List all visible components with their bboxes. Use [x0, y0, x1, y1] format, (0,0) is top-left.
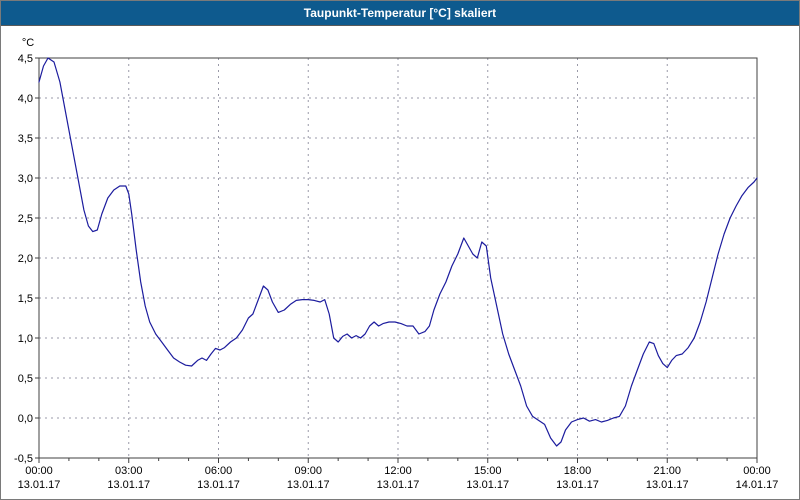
svg-text:2,5: 2,5 [18, 213, 33, 225]
svg-text:4,0: 4,0 [18, 93, 33, 105]
svg-text:2,0: 2,0 [18, 253, 33, 265]
svg-text:13.01.17: 13.01.17 [556, 479, 599, 491]
svg-text:13.01.17: 13.01.17 [197, 479, 240, 491]
svg-text:18:00: 18:00 [564, 465, 592, 477]
window-title: Taupunkt-Temperatur [°C] skaliert [303, 6, 497, 20]
svg-text:4,5: 4,5 [18, 53, 33, 65]
svg-text:°C: °C [22, 37, 34, 49]
svg-text:1,5: 1,5 [18, 293, 33, 305]
svg-text:3,0: 3,0 [18, 173, 33, 185]
svg-text:13.01.17: 13.01.17 [646, 479, 689, 491]
svg-text:-0,5: -0,5 [14, 453, 33, 465]
svg-text:09:00: 09:00 [294, 465, 322, 477]
svg-text:06:00: 06:00 [205, 465, 233, 477]
svg-text:15:00: 15:00 [474, 465, 502, 477]
svg-text:13.01.17: 13.01.17 [377, 479, 420, 491]
svg-text:00:00: 00:00 [743, 465, 771, 477]
svg-text:0,5: 0,5 [18, 373, 33, 385]
svg-text:1,0: 1,0 [18, 333, 33, 345]
svg-text:14.01.17: 14.01.17 [736, 479, 779, 491]
chart-area: 4,5 4,0 3,5 3,0 2,5 2,0 1,5 1,0 0,5 0,0 -0,5 00:00 1… [1, 26, 799, 499]
title-bar: Taupunkt-Temperatur [°C] skaliert [1, 1, 799, 26]
svg-text:13.01.17: 13.01.17 [18, 479, 61, 491]
svg-text:13.01.17: 13.01.17 [107, 479, 150, 491]
svg-text:0,0: 0,0 [18, 413, 33, 425]
svg-text:00:00: 00:00 [25, 465, 53, 477]
svg-text:12:00: 12:00 [384, 465, 412, 477]
svg-text:21:00: 21:00 [653, 465, 681, 477]
svg-text:13.01.17: 13.01.17 [466, 479, 509, 491]
svg-text:13.01.17: 13.01.17 [287, 479, 330, 491]
svg-text:3,5: 3,5 [18, 133, 33, 145]
svg-text:03:00: 03:00 [115, 465, 143, 477]
line-chart: 4,54,03,53,02,52,01,51,00,50,0-0,500:001… [1, 26, 799, 499]
